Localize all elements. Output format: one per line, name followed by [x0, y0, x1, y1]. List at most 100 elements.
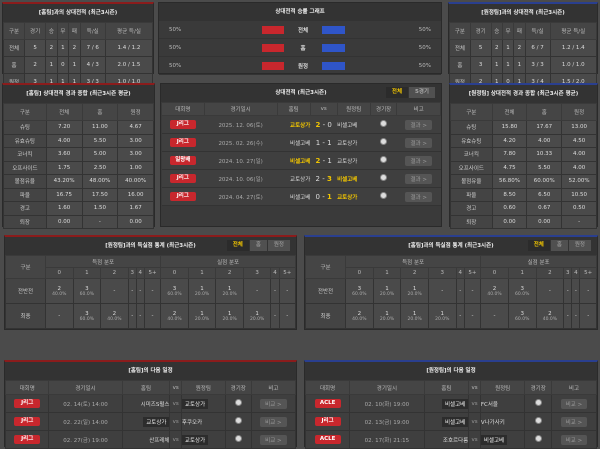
cell: 0.00	[526, 214, 563, 229]
cell: 60.00%	[526, 174, 563, 189]
goal-pct: 20.0%	[194, 316, 210, 322]
stadium-cell	[524, 430, 552, 449]
table-row: 유효슈팅 4.20 4.00 4.50	[450, 133, 597, 148]
column-header: 1	[372, 267, 402, 279]
compare-button[interactable]: 비교 >	[260, 398, 287, 409]
column-header: 패	[513, 22, 526, 40]
goal-count: -	[286, 313, 289, 319]
column-header: 원정팀	[180, 380, 226, 395]
stadium-icon[interactable]	[380, 120, 388, 127]
cell: 7.20	[45, 120, 83, 135]
column-header-row: 0 1 2 3 4 5+ 0 1 2 3 4 5+	[306, 267, 597, 279]
stadium-cell	[370, 115, 397, 134]
home-score: 2	[315, 120, 321, 129]
date-cell: 02. 22(일) 14:00	[48, 412, 123, 431]
cell: -	[81, 214, 119, 229]
cell: 1.00	[117, 160, 154, 175]
goal-cell: 3 60.0%	[160, 278, 189, 304]
stadium-icon[interactable]	[234, 435, 242, 442]
away-cell: 교토상가	[180, 394, 226, 413]
goal-pct: 40.0%	[352, 316, 367, 322]
compare-button[interactable]: 비교 >	[260, 416, 287, 427]
goal-count: 2	[172, 310, 177, 317]
away-cell: 교토상가	[337, 133, 371, 152]
compare-button[interactable]: 비교 >	[560, 416, 588, 427]
home-cell: 비셀고베	[277, 151, 311, 170]
column-header: 5+	[143, 267, 162, 279]
header-row: 대회명 경기일시 홈팀 vs 원정팀 경기장 비고	[304, 380, 598, 395]
header-row: 구분 전체 홈 원정	[3, 103, 154, 121]
score-cell: 2 - 3	[310, 169, 338, 188]
stadium-icon[interactable]	[234, 417, 242, 424]
row-label: 전체	[449, 39, 471, 57]
result-button[interactable]: 결과 >	[405, 191, 432, 202]
stadium-icon[interactable]	[380, 156, 388, 163]
stadium-icon[interactable]	[534, 399, 542, 406]
score-cell: 2 - 1	[310, 151, 338, 170]
column-header: 원정팀	[479, 380, 526, 395]
goal-count: -	[273, 313, 276, 319]
result-button[interactable]: 결과 >	[405, 155, 432, 166]
column-header: 비고	[396, 102, 441, 116]
schedule-table: 대회명 경기일시 홈팀 vs 원정팀 경기장 비고 J리그 02. 14(토) 14:00 시미즈…	[4, 380, 297, 449]
compare-button[interactable]: 비교 >	[560, 398, 588, 409]
date-cell: 02. 13(금) 19:00	[349, 412, 425, 431]
column-header: 경기	[24, 22, 47, 40]
column-header: 평균 득/실	[104, 22, 154, 40]
result-button[interactable]: 결과 >	[405, 173, 432, 184]
stadium-icon[interactable]	[380, 192, 388, 199]
goal-count: 3	[85, 285, 89, 292]
goal-count: -	[471, 288, 474, 294]
away-cell: 비셀고베	[337, 115, 371, 134]
tab-all[interactable]: 전체	[226, 240, 249, 251]
home-score: 1	[315, 138, 321, 147]
away-bar	[322, 61, 345, 70]
tab-home[interactable]: 홈	[249, 240, 267, 251]
cell: 15.80	[491, 120, 528, 135]
away-team: 비셀고베	[337, 122, 358, 129]
compare-button[interactable]: 비교 >	[260, 434, 287, 445]
date-cell: 2024. 10. 06(일)	[204, 169, 278, 188]
home-bar-track	[234, 25, 284, 34]
cell: 2.0 / 1.5	[104, 56, 154, 74]
goals-away-panel: [원정팀]과의 득실점 통계 (최근3시즌) 전체 홈 원정 구분 득점 분포 실점 분포 0…	[4, 235, 297, 330]
stadium-icon[interactable]	[380, 138, 388, 145]
column-header: 3	[563, 267, 573, 279]
row-label: 전반전	[305, 278, 346, 304]
cell: 1.0 / 1.0	[549, 56, 598, 74]
column-header: 홈	[81, 103, 119, 121]
tab-away[interactable]: 원정	[267, 240, 290, 251]
goals-home-panel: [홈팀]과의 득실점 통계 (최근3시즌) 전체 홈 원정 구분 득점 분포 실점 분포 0 1…	[304, 235, 598, 330]
cell: 17.67	[526, 120, 563, 135]
goal-cell: -	[45, 303, 74, 329]
result-button[interactable]: 결과 >	[405, 119, 432, 130]
group-header: 실점 분포	[160, 255, 296, 268]
tab-all[interactable]: 전체	[385, 87, 409, 98]
cell: 5.50	[526, 160, 563, 175]
goal-cell: 2 40.0%	[480, 278, 509, 304]
tab-away[interactable]: 원정	[568, 240, 591, 251]
stadium-icon[interactable]	[534, 435, 542, 442]
goal-cell: -	[463, 303, 482, 329]
win-rate-graph-panel: 상대전적 승률 그래프 50% 전체 50% 50% 홈 50% 50% 원정 50%	[158, 2, 442, 75]
tab-all[interactable]: 전체	[527, 240, 550, 251]
stadium-cell	[524, 412, 552, 431]
away-team: 비셀고베	[337, 176, 358, 183]
goal-count: -	[151, 313, 154, 319]
home-team: 교토상가	[143, 416, 170, 427]
compare-button[interactable]: 비교 >	[560, 434, 588, 445]
stadium-icon[interactable]	[534, 417, 542, 424]
stadium-icon[interactable]	[380, 174, 388, 181]
tab-home[interactable]: 홈	[550, 240, 568, 251]
match-row: J리그 2025. 02. 26(수) 비셀고베 1 - 1 교토상가 결과 >	[161, 133, 441, 152]
goal-count: 1	[200, 310, 204, 317]
tab-5-games[interactable]: 5경기	[409, 87, 435, 98]
away-cell: 비셀고베	[337, 169, 371, 188]
stadium-icon[interactable]	[234, 399, 242, 406]
goal-count: -	[566, 313, 569, 319]
result-button[interactable]: 결과 >	[405, 137, 432, 148]
column-header: 5+	[278, 267, 297, 279]
column-header: 0	[480, 267, 509, 279]
stadium-cell	[524, 394, 552, 413]
goal-count: 2	[57, 285, 62, 292]
